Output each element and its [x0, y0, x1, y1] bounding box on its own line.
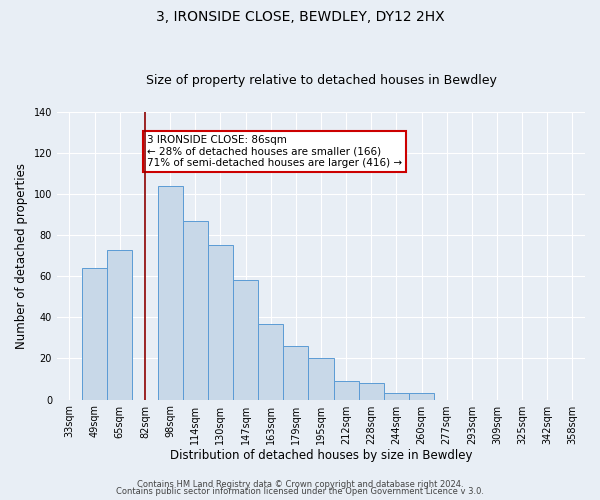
Text: Contains HM Land Registry data © Crown copyright and database right 2024.: Contains HM Land Registry data © Crown c… [137, 480, 463, 489]
Bar [82, 268, 107, 400]
Bar [409, 394, 434, 400]
Bar [233, 280, 258, 400]
Text: Contains public sector information licensed under the Open Government Licence v : Contains public sector information licen… [116, 487, 484, 496]
Text: 3, IRONSIDE CLOSE, BEWDLEY, DY12 2HX: 3, IRONSIDE CLOSE, BEWDLEY, DY12 2HX [155, 10, 445, 24]
Bar [182, 220, 208, 400]
Bar [283, 346, 308, 400]
Text: 3 IRONSIDE CLOSE: 86sqm
← 28% of detached houses are smaller (166)
71% of semi-d: 3 IRONSIDE CLOSE: 86sqm ← 28% of detache… [146, 135, 402, 168]
X-axis label: Distribution of detached houses by size in Bewdley: Distribution of detached houses by size … [170, 450, 472, 462]
Bar [308, 358, 334, 400]
Title: Size of property relative to detached houses in Bewdley: Size of property relative to detached ho… [146, 74, 496, 87]
Bar [107, 250, 133, 400]
Bar [258, 324, 283, 400]
Y-axis label: Number of detached properties: Number of detached properties [15, 162, 28, 348]
Bar [359, 383, 384, 400]
Bar [208, 246, 233, 400]
Bar [384, 394, 409, 400]
Bar [158, 186, 182, 400]
Bar [334, 381, 359, 400]
